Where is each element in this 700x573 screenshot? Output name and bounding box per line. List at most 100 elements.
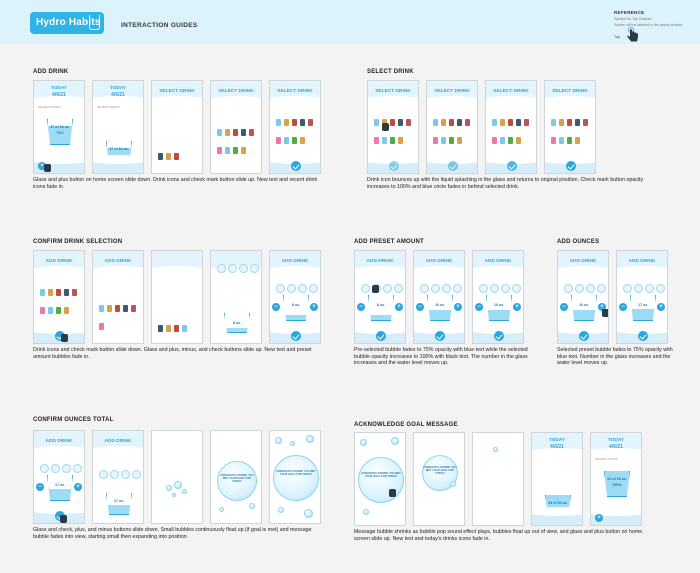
section-title-acknowledge-goal: ACKNOWLEDGE GOAL MESSAGE [354,422,458,428]
drink-icons-grid[interactable] [274,115,318,155]
screen-goal-5: TODAY 4/6/21 RECENT DRINKS 64 of 64 oz. 1… [590,432,642,526]
minus-button[interactable]: − [272,303,280,311]
plus-button[interactable]: + [657,303,665,311]
minus-button[interactable]: − [560,303,568,311]
goal-message-text: CONGRATULATIONS! YOU MET YOUR GOAL FOR T… [423,466,457,475]
bubble [278,507,284,513]
screen-select-check: SELECT DRINK [269,80,321,174]
today-label: TODAY [548,438,566,443]
drink-icons-grid[interactable] [38,285,82,325]
plus-button[interactable]: + [310,303,318,311]
check-button[interactable] [291,161,301,171]
drink-icons-grid[interactable] [549,115,593,155]
plus-button[interactable]: + [595,514,603,522]
check-button[interactable] [579,331,589,341]
add-drink-title: ADD DRINK [45,439,73,444]
drink-icons-grid[interactable] [215,125,259,165]
tap-hand-icon [602,309,608,317]
screen-preset-2: ADD DRINK 16 oz. − + [413,250,465,344]
minus-button[interactable]: − [416,303,424,311]
plus-button[interactable]: + [395,303,403,311]
goal-message-bubble[interactable]: CONGRATULATIONS! YOU MET YOUR GOAL FOR T… [273,455,319,501]
check-button[interactable] [435,331,445,341]
tap-hand-icon [60,515,67,523]
glass-amount: 8 oz. [292,303,300,307]
app-logo: Hydro Habits [30,12,104,34]
tap-hand-icon [61,334,68,342]
tap-hand-icon [627,27,638,42]
screen-home: TODAY 4/6/21 RECENT DRINKS 47 of 64 oz. 7… [33,80,85,174]
check-button[interactable] [448,161,458,171]
bubble [172,493,176,497]
tap-hand-icon [372,285,379,293]
check-button[interactable] [566,161,576,171]
bubble [219,507,224,512]
select-drink-title: SELECT DRINK [218,89,254,94]
preset-bubbles[interactable] [563,281,607,299]
check-button[interactable] [507,161,517,171]
minus-button[interactable]: − [475,303,483,311]
preset-bubbles[interactable] [478,281,522,299]
preset-bubbles[interactable] [275,281,319,299]
section-desc-add-drink: Glass and plus button on home screen sli… [33,177,318,190]
tap-hand-icon [389,489,396,497]
drink-icons-grid[interactable] [490,115,534,155]
section-desc-confirm-drink: Drink icons and check mark button slide … [33,347,312,360]
date-label: 4/6/21 [609,444,623,450]
plus-button[interactable]: + [454,303,462,311]
minus-button[interactable]: − [36,483,44,491]
reference-tap-label: Tap [614,35,620,39]
plus-button[interactable]: + [513,303,521,311]
water-glass: 64 of 64 oz. 100% [604,471,630,497]
water-glass: 8 oz. [368,295,394,321]
add-drink-title: ADD DRINK [366,259,394,264]
screen-total-3 [151,430,203,524]
goal-message-bubble[interactable]: CONGRATULATIONS! YOU MET YOUR GOAL FOR T… [217,461,257,501]
drink-icons-grid[interactable] [372,115,416,155]
section-desc-confirm-ounces: Glass and check, plus, and minus buttons… [33,527,312,540]
check-button[interactable] [291,331,301,341]
date-label: 4/6/21 [111,92,125,98]
minus-button[interactable]: − [357,303,365,311]
bubble [166,485,172,491]
preset-bubbles[interactable] [216,261,260,279]
drink-icons-grid[interactable] [97,301,141,341]
date-label: 4/6/21 [550,444,564,450]
logo-text: Hydro Habits [36,17,101,28]
check-button[interactable] [494,331,504,341]
recent-label: RECENT DRINKS [97,105,120,109]
check-button[interactable] [638,331,648,341]
bubble [360,439,367,446]
preset-bubbles[interactable] [622,281,666,299]
preset-bubbles[interactable] [419,281,463,299]
section-title-select-drink: SELECT DRINK [367,69,414,75]
plus-button[interactable]: + [74,483,82,491]
screen-preset-1: ADD DRINK 8 oz. − + [354,250,406,344]
plus-button[interactable]: + [598,303,606,311]
water-glass: 16 oz. [486,295,512,321]
water-glass: 16 oz. [427,295,453,321]
reference-subtitle-2: Screen will be labeled in the actual pro… [614,23,684,28]
check-button[interactable] [376,331,386,341]
goal-message-bubble[interactable]: CONGRATULATIONS! YOU MET YOUR GOAL FOR T… [358,457,404,503]
screen-total-5: CONGRATULATIONS! YOU MET YOUR GOAL FOR T… [269,430,321,524]
water-glass: 16 oz. [571,295,597,321]
water-glass: 8 oz. [283,295,309,321]
check-button[interactable] [55,331,65,341]
plus-button[interactable]: + [38,162,46,170]
bubble [493,447,498,452]
section-title-add-drink: ADD DRINK [33,69,69,75]
glass-amount: 16 oz. [494,303,504,307]
page-title: INTERACTION GUIDES [121,22,198,29]
check-button[interactable] [389,161,399,171]
glass-percent: 74% [56,131,64,135]
add-drink-title: ADD DRINK [104,259,132,264]
glass-amount: 64 of 64 oz. [607,477,627,481]
screen-select-3: SELECT DRINK [485,80,537,174]
today-label: TODAY [50,86,68,91]
drink-icons-grid[interactable] [431,115,475,155]
drink-icons-row [156,149,200,173]
screen-confirm-1: ADD DRINK [33,250,85,344]
minus-button[interactable]: − [619,303,627,311]
preset-bubbles[interactable] [39,461,83,479]
